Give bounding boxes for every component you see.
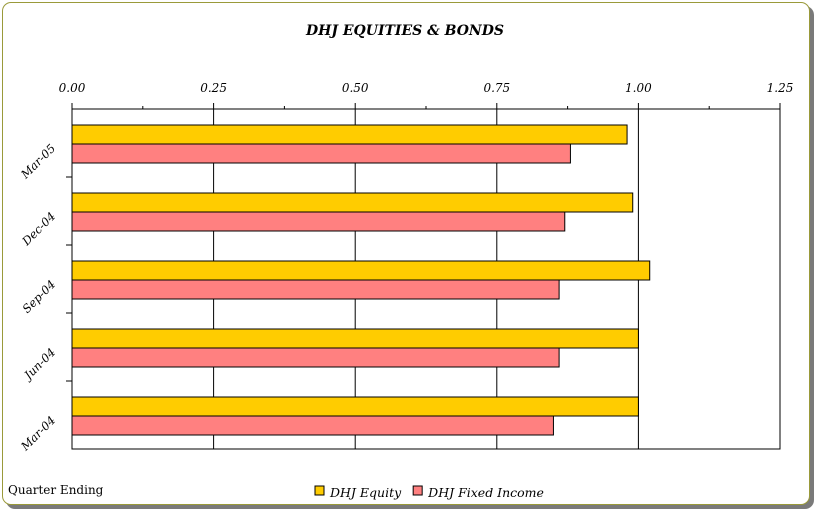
bar-dhj-fixed-income-mar-05 xyxy=(71,143,571,164)
bars-layer xyxy=(71,124,651,436)
bar-dhj-fixed-income-mar-04 xyxy=(71,415,554,436)
bar-dhj-equity-sep-04 xyxy=(71,260,651,281)
y-category-label: Mar-05 xyxy=(17,141,58,182)
x-tick-label: 0.25 xyxy=(200,81,227,95)
y-category-label: Jun-04 xyxy=(20,345,58,383)
legend-label: DHJ Equity xyxy=(329,485,402,500)
legend: DHJ Equity DHJ Fixed Income xyxy=(314,485,544,500)
bar-dhj-fixed-income-sep-04 xyxy=(71,279,560,300)
bar-dhj-fixed-income-dec-04 xyxy=(71,211,566,232)
y-category-label: Dec-04 xyxy=(19,209,59,249)
chart-title: DHJ EQUITIES & BONDS xyxy=(305,23,504,39)
bar-dhj-equity-dec-04 xyxy=(71,192,634,213)
x-tick-label: 1.00 xyxy=(625,81,652,95)
legend-label: DHJ Fixed Income xyxy=(427,485,544,500)
bar-dhj-equity-jun-04 xyxy=(71,328,639,349)
footnote: Quarter Ending xyxy=(8,483,104,497)
x-axis: 0.00 0.25 0.50 0.75 1.00 1.25 xyxy=(59,81,794,109)
legend-swatch xyxy=(314,485,325,496)
y-axis: Mar-05 Dec-04 Sep-04 Jun-04 Mar-04 xyxy=(17,141,72,454)
y-category-label: Mar-04 xyxy=(17,413,58,454)
x-tick-label: 0.00 xyxy=(59,81,86,95)
legend-swatch xyxy=(412,485,423,496)
x-tick-label: 0.50 xyxy=(342,81,369,95)
bar-dhj-fixed-income-jun-04 xyxy=(71,347,560,368)
bar-dhj-equity-mar-04 xyxy=(71,396,639,417)
bar-dhj-equity-mar-05 xyxy=(71,124,628,145)
x-tick-label: 1.25 xyxy=(767,81,794,95)
x-tick-label: 0.75 xyxy=(483,81,510,95)
y-category-label: Sep-04 xyxy=(20,277,59,316)
